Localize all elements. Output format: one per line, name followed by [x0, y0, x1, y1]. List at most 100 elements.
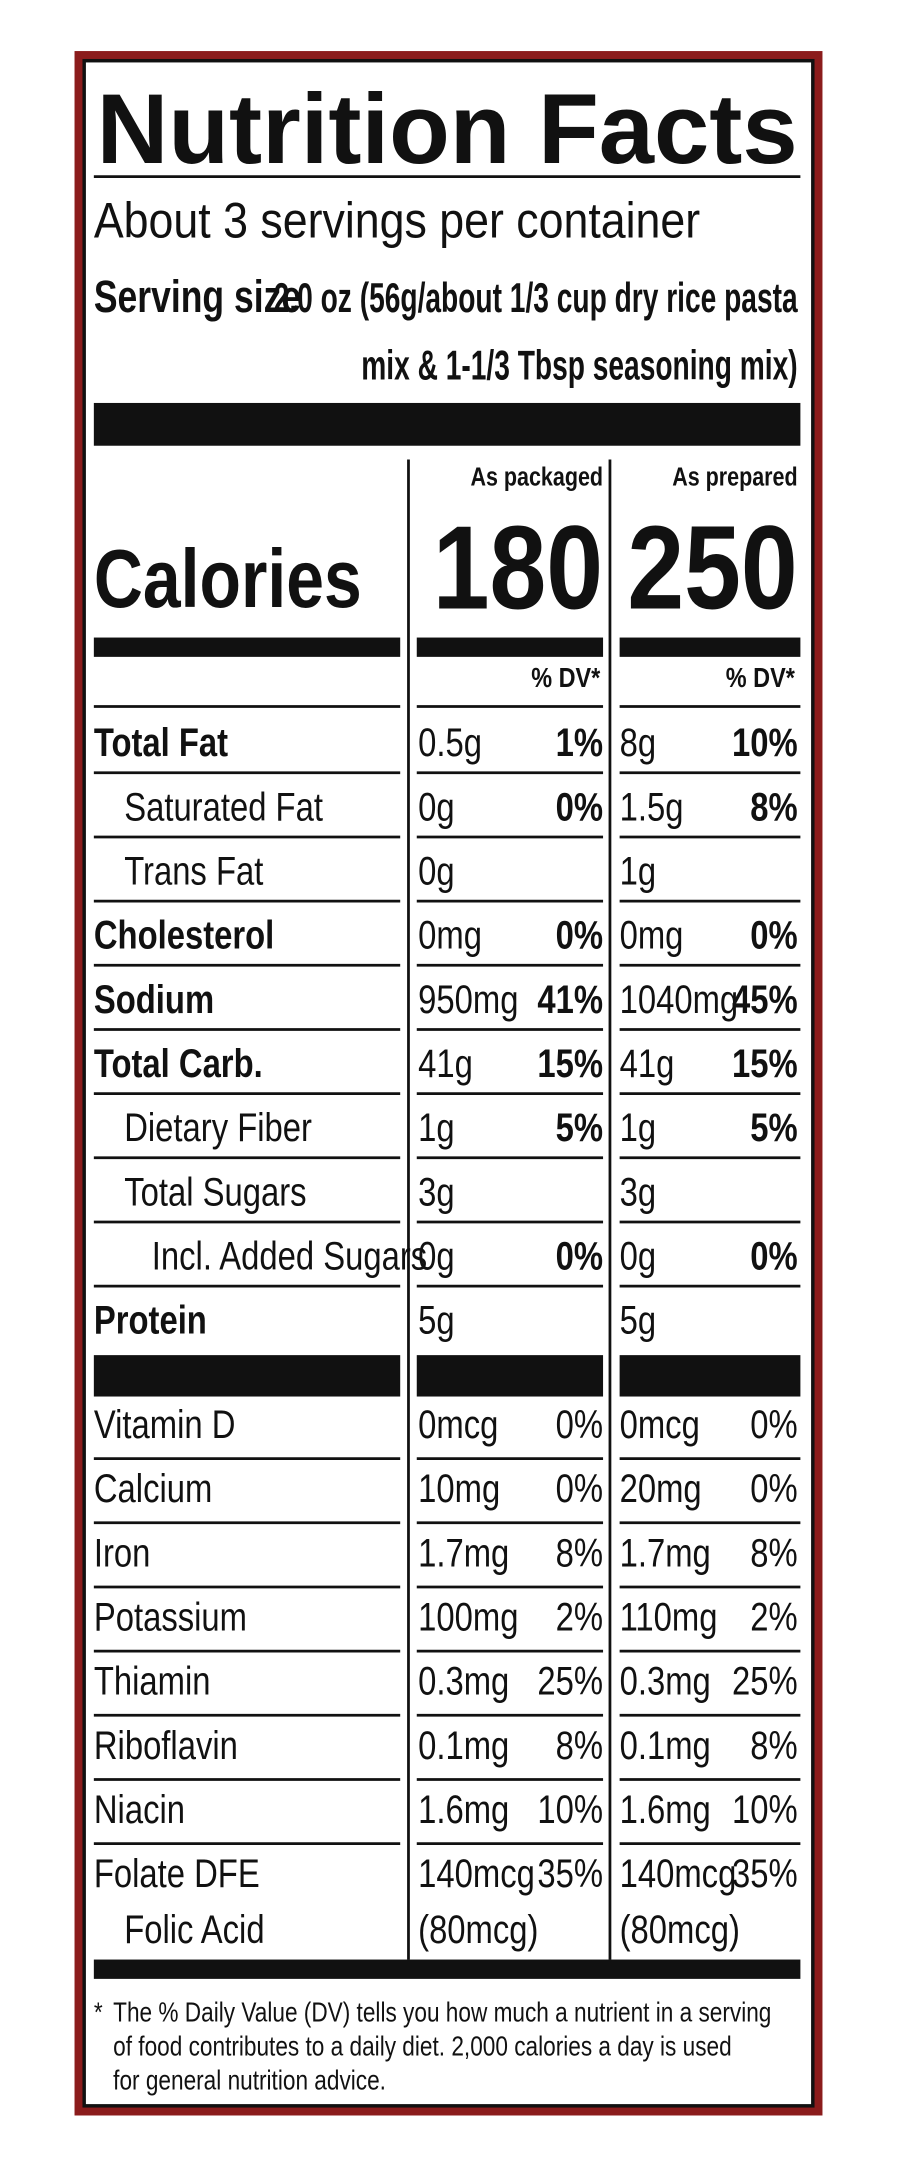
amount: (80mcg) [620, 1907, 740, 1952]
medium-bar [619, 637, 801, 657]
daily-value: 25% [537, 1659, 603, 1704]
nutrient-name: Dietary Fiber [124, 1105, 312, 1150]
daily-value: 2% [750, 1594, 797, 1639]
nutrient-name: Trans Fat [124, 848, 263, 893]
thick-bar [93, 402, 801, 446]
daily-value: 0% [556, 784, 603, 829]
daily-value: 0% [750, 1466, 797, 1511]
daily-value: 0% [750, 913, 797, 958]
dv-header: % DV* [531, 664, 600, 694]
amount: 3g [620, 1169, 656, 1214]
daily-value: 0% [750, 1233, 797, 1278]
daily-value: 5% [556, 1105, 603, 1150]
amount: 1.7mg [620, 1530, 711, 1575]
daily-value: 10% [732, 720, 798, 765]
amount: 0mg [620, 913, 684, 958]
daily-value: 8% [556, 1723, 603, 1768]
amount: 0.1mg [620, 1723, 711, 1768]
amount: 20mg [620, 1466, 702, 1511]
serving-size: mix & 1-1/3 Tbsp seasoning mix) [361, 342, 797, 389]
amount: 0.1mg [418, 1723, 509, 1768]
amount: 0.5g [418, 720, 482, 765]
nutrient-name: Cholesterol [94, 913, 274, 958]
calories-label: Calories [94, 533, 362, 626]
daily-value: 0% [750, 1402, 797, 1447]
amount: 3g [418, 1169, 454, 1214]
amount: 1040mg [620, 977, 739, 1022]
amount: 10mg [418, 1466, 500, 1511]
daily-value: 10% [537, 1787, 603, 1832]
footnote: * [94, 1998, 103, 2029]
daily-value: 0% [556, 913, 603, 958]
amount: 1g [620, 1105, 656, 1150]
amount: 140mcg [418, 1851, 535, 1896]
vitamin-name: Calcium [94, 1466, 212, 1511]
vitamin-name: Vitamin D [94, 1402, 236, 1447]
amount: 1.6mg [418, 1787, 509, 1832]
thick-bar [93, 1355, 401, 1397]
daily-value: 1% [556, 720, 603, 765]
medium-bar [416, 637, 604, 657]
daily-value: 0% [556, 1233, 603, 1278]
daily-value: 10% [732, 1787, 798, 1832]
amount: 140mcg [620, 1851, 737, 1896]
footnote: for general nutrition advice. [113, 2065, 386, 2096]
serving-size-label: Serving size [94, 271, 301, 322]
nutrient-name: Protein [94, 1298, 207, 1343]
nutrient-name: Total Fat [94, 720, 228, 765]
amount: 8g [620, 720, 656, 765]
medium-bar [93, 1959, 801, 1979]
amount: 5g [620, 1298, 656, 1343]
amount: (80mcg) [418, 1907, 538, 1952]
daily-value: 25% [732, 1659, 798, 1704]
amount: 1g [418, 1105, 454, 1150]
daily-value: 5% [750, 1105, 797, 1150]
amount: 41g [620, 1041, 675, 1086]
vitamin-name: Potassium [94, 1594, 247, 1639]
vitamin-name: Riboflavin [94, 1723, 238, 1768]
amount: 0.3mg [418, 1659, 509, 1704]
amount: 0g [418, 784, 454, 829]
daily-value: 35% [537, 1851, 603, 1896]
amount: 5g [418, 1298, 454, 1343]
daily-value: 0% [556, 1466, 603, 1511]
column-header: As prepared [672, 463, 797, 493]
nutrient-name: Saturated Fat [124, 784, 323, 829]
daily-value: 15% [537, 1041, 603, 1086]
vitamin-name: Folic Acid [124, 1907, 264, 1952]
daily-value: 8% [556, 1530, 603, 1575]
daily-value: 8% [750, 784, 797, 829]
amount: 41g [418, 1041, 473, 1086]
amount: 0mcg [418, 1402, 498, 1447]
thick-bar [416, 1355, 604, 1397]
amount: 0mg [418, 913, 482, 958]
amount: 950mg [418, 977, 518, 1022]
daily-value: 8% [750, 1723, 797, 1768]
daily-value: 8% [750, 1530, 797, 1575]
amount: 0mcg [620, 1402, 700, 1447]
nutrient-name: Sodium [94, 977, 214, 1022]
vitamin-name: Iron [94, 1530, 151, 1575]
column-header: As packaged [470, 463, 603, 493]
dv-header: % DV* [726, 664, 795, 694]
vitamin-name: Niacin [94, 1787, 185, 1832]
nutrient-name: Total Carb. [94, 1041, 263, 1086]
thick-bar [619, 1355, 801, 1397]
amount: 0g [418, 848, 454, 893]
amount: 0g [620, 1233, 656, 1278]
calories-value: 180 [433, 502, 603, 634]
daily-value: 45% [732, 977, 798, 1022]
title: Nutrition Facts [97, 74, 798, 185]
amount: 0g [418, 1233, 454, 1278]
amount: 1g [620, 848, 656, 893]
nutrient-name: Total Sugars [124, 1169, 306, 1214]
medium-bar [93, 637, 401, 657]
nutrient-name: Incl. Added Sugars [152, 1233, 427, 1278]
calories-value: 250 [627, 502, 797, 634]
footnote: of food contributes to a daily diet. 2,0… [113, 2031, 732, 2062]
vitamin-name: Folate DFE [94, 1851, 260, 1896]
daily-value: 15% [732, 1041, 798, 1086]
daily-value: 0% [556, 1402, 603, 1447]
